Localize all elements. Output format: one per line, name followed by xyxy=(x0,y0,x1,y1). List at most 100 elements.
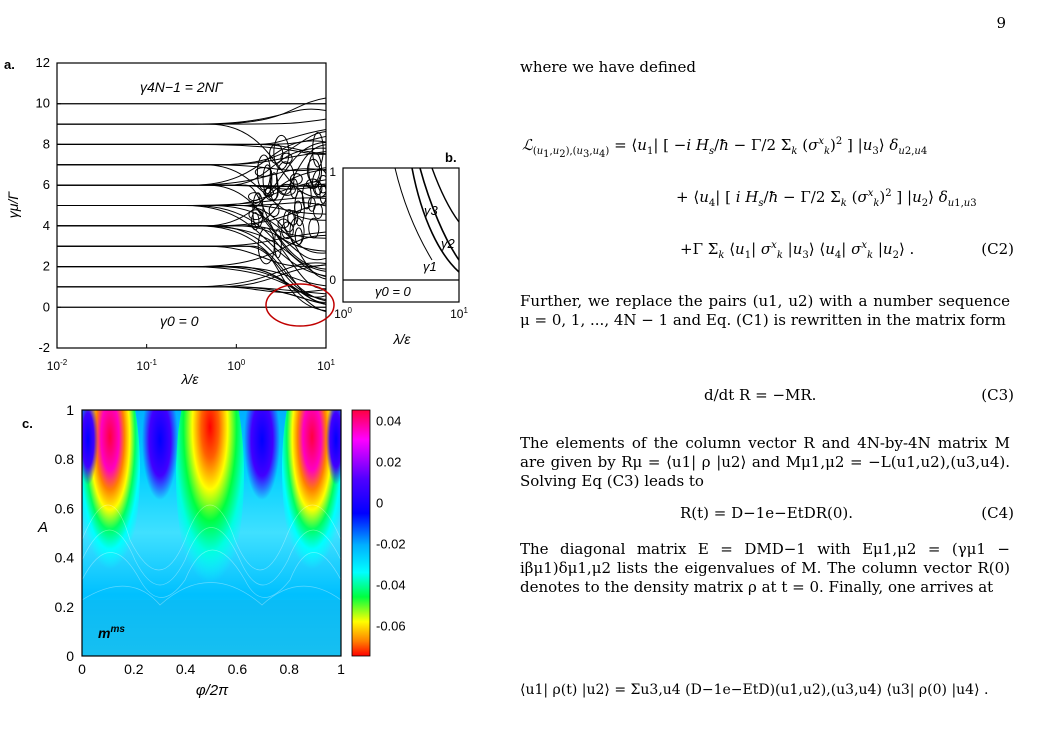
crossing-loop xyxy=(283,209,295,233)
panel-a-label: a. xyxy=(4,57,15,72)
panel-c-frame xyxy=(81,409,342,657)
panel-b-gamma0: γ0 = 0 xyxy=(375,284,412,299)
panel-b-curves xyxy=(343,168,459,281)
panel-a-curves xyxy=(57,97,326,313)
panel-a-xtick: 10-1 xyxy=(136,358,157,373)
crossing-loop xyxy=(273,134,290,170)
eigen-curve-low xyxy=(57,265,326,305)
eigen-curve xyxy=(57,108,326,125)
panel-c-ytick: 0.4 xyxy=(55,550,75,566)
paragraph-2: Further, we replace the pairs (u1, u2) w… xyxy=(520,292,1010,330)
paragraph-2-text: Further, we replace the pairs (u1, u2) w… xyxy=(520,292,1010,329)
crossing-loop xyxy=(276,161,295,195)
eigen-curve xyxy=(57,231,326,247)
eigen-curve xyxy=(57,197,326,206)
crossing-loop xyxy=(277,218,290,229)
panel-c-ytick: 0 xyxy=(66,648,74,664)
eigen-curve xyxy=(57,205,326,280)
panel-c-ytick: 0.8 xyxy=(55,451,75,467)
colorbar-tick: -0.04 xyxy=(376,577,406,592)
colorbar-tick: -0.02 xyxy=(376,536,406,551)
eigen-curve xyxy=(57,205,326,254)
equation-c3: d/dt R = −MR. xyxy=(704,386,817,404)
paragraph-4: The diagonal matrix E = DMD−1 with Eμ1,μ… xyxy=(520,540,1010,597)
crossing-loop xyxy=(257,227,275,265)
eigen-curve xyxy=(57,225,326,302)
equation-c2-line2: + ⟨u4| [ i Hs/ħ − Γ/2 Σk (σxk)2 ] |u2⟩ δ… xyxy=(676,188,977,209)
panel-a-ytick: 8 xyxy=(43,136,50,151)
page-number: 9 xyxy=(996,14,1006,32)
colorbar-tick: 0 xyxy=(376,495,383,510)
panel-c-x-label: φ/2π xyxy=(196,682,229,699)
crossing-loop xyxy=(307,196,316,212)
eigen-curve xyxy=(57,130,326,166)
panel-b-ytick-0: 0 xyxy=(329,273,336,287)
intro-text: where we have defined xyxy=(520,58,697,76)
crossing-loop xyxy=(308,217,320,239)
panel-b-xtick-1: 100 xyxy=(334,306,352,321)
panel-a-ytick: 6 xyxy=(43,177,50,192)
panel-c-xtick: 0.6 xyxy=(228,661,248,677)
panel-a-ytick: 0 xyxy=(43,299,50,314)
eigen-curve xyxy=(57,128,326,145)
colorbar-tick: 0.04 xyxy=(376,413,401,428)
equation-c2-line3: +Γ Σk ⟨u1| σxk |u3⟩ ⟨u4| σxk |u2⟩ . xyxy=(680,240,915,261)
panel-b-gamma2: γ2 xyxy=(441,236,456,251)
panel-c-xtick: 0.4 xyxy=(176,661,196,677)
panel-a-frame xyxy=(56,62,327,349)
panel-a-xtick: 101 xyxy=(317,358,335,373)
panel-c-ytick: 0.2 xyxy=(55,599,75,615)
colorbar xyxy=(351,409,371,657)
colorbar-tick: -0.06 xyxy=(376,618,406,633)
panel-a-xtick: 100 xyxy=(227,358,245,373)
panel-b-ytick-1: 1 xyxy=(329,165,336,179)
panel-c-label: c. xyxy=(22,416,33,431)
panel-c-xtick: 0.2 xyxy=(124,661,144,677)
panel-b-gamma3: γ3 xyxy=(424,203,439,218)
panel-a-ytick: 2 xyxy=(43,259,50,274)
eigen-curve-low xyxy=(57,286,326,305)
equation-c2-line1: ℒ(u1,u2),(u3,u4) = ⟨u1| [ −i Hs/ħ − Γ/2 … xyxy=(522,136,928,160)
equation-c4-tag: (C4) xyxy=(981,504,1014,522)
equation-c4: R(t) = D−1e−EtDR(0). xyxy=(680,504,854,522)
eigen-curve xyxy=(57,184,326,272)
panel-b-xtick-2: 101 xyxy=(450,306,468,321)
crossing-loop xyxy=(294,227,303,245)
crossing-loop xyxy=(268,203,280,218)
colorbar-ticks: 0.04 0.02 0 -0.02 -0.04 -0.06 xyxy=(376,413,406,633)
crossing-loop xyxy=(278,183,296,196)
panel-a-y-ticks: 12 10 8 6 4 2 0 -2 xyxy=(36,55,61,355)
panel-c-xtick: 1 xyxy=(337,661,345,677)
panel-a-ytick: 12 xyxy=(36,55,50,70)
crossing-loop xyxy=(248,192,261,202)
panel-c-x-ticks: 0 0.2 0.4 0.6 0.8 1 xyxy=(78,661,345,677)
crossing-loop xyxy=(289,173,303,185)
panel-c-xtick: 0.8 xyxy=(279,661,299,677)
eigen-curve xyxy=(57,202,326,207)
panel-c-ytick: 1 xyxy=(66,402,74,418)
panel-b-label: b. xyxy=(445,150,457,165)
crossing-loop xyxy=(280,152,293,164)
panel-a-y-label: γμ/Γ xyxy=(5,191,21,219)
eigen-curve xyxy=(57,245,326,267)
figure: a. 12 10 8 6 4 2 0 -2 10-2 10-1 100 101 γμ/Γ λ/ε γ… xyxy=(0,45,480,730)
panel-c-ytick: 0.6 xyxy=(55,500,75,516)
eigen-curve xyxy=(57,164,326,221)
highlight-ellipse xyxy=(265,283,335,327)
panel-c-xtick: 0 xyxy=(78,661,86,677)
panel-b-x-label: λ/ε xyxy=(393,331,412,347)
crossing-loop xyxy=(312,131,324,168)
panel-a-top-annotation: γ4N−1 = 2NΓ xyxy=(140,79,224,95)
crossing-loop xyxy=(262,164,273,195)
colorbar-tick: 0.02 xyxy=(376,454,401,469)
equation-c3-tag: (C3) xyxy=(981,386,1014,404)
panel-b-frame xyxy=(342,167,460,303)
eigen-curve xyxy=(57,184,326,270)
eigen-curve xyxy=(57,144,326,227)
crossing-loop xyxy=(248,209,263,221)
crossing-loop xyxy=(281,221,294,240)
crossing-loop xyxy=(254,167,273,177)
crossing-loop xyxy=(313,203,323,220)
panel-b-gamma1: γ1 xyxy=(423,259,437,274)
